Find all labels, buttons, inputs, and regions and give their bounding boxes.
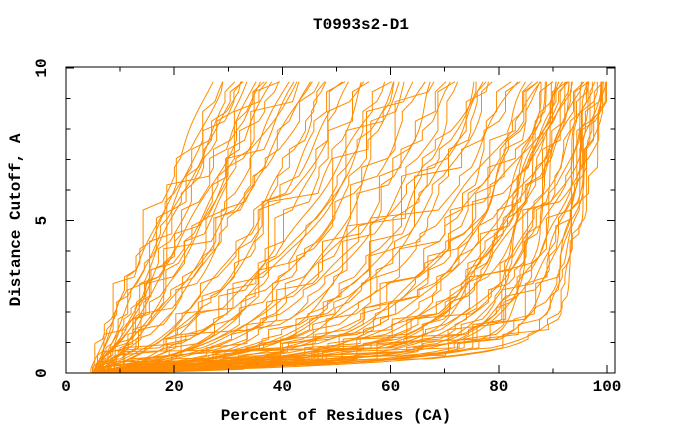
y-tick-label: 10 (33, 58, 51, 77)
model-curve (109, 81, 343, 373)
model-curve (98, 81, 493, 373)
model-curve (116, 81, 608, 373)
model-curve (101, 81, 370, 373)
x-tick-label: 60 (381, 378, 400, 396)
model-curve (119, 81, 395, 373)
model-curve (98, 81, 346, 373)
x-tick-label: 80 (489, 378, 508, 396)
model-curve (93, 81, 243, 373)
x-tick-label: 20 (165, 378, 184, 396)
model-curve (96, 81, 327, 373)
model-curve (111, 81, 606, 373)
model-curve (99, 81, 281, 373)
model-curve (103, 81, 519, 373)
model-curve (95, 81, 414, 373)
model-curve (91, 81, 244, 373)
y-tick-label: 5 (33, 216, 51, 226)
y-tick-label: 0 (33, 368, 51, 378)
x-tick-label: 0 (61, 378, 71, 396)
x-tick-label: 40 (273, 378, 292, 396)
model-curve (104, 81, 242, 373)
model-curve (109, 81, 585, 373)
model-curve (97, 81, 541, 373)
model-curve (92, 81, 280, 373)
model-curve (104, 81, 593, 373)
model-curve (102, 81, 265, 373)
model-curve (95, 81, 300, 373)
model-curve (101, 81, 312, 373)
y-axis-label: Distance Cutoff, A (7, 133, 25, 306)
model-curve (125, 81, 583, 373)
model-curve (95, 81, 224, 373)
model-curve (104, 81, 539, 373)
tick-labels-layer: 0 20 40 60 80 100 0 5 10 (33, 58, 621, 396)
model-curve (104, 81, 431, 373)
model-curve (108, 81, 487, 373)
model-curve (105, 81, 326, 373)
model-curve (123, 81, 475, 373)
chart-title: T0993s2-D1 (313, 16, 409, 34)
model-curve (90, 81, 236, 373)
model-curve (93, 81, 298, 373)
model-curve (95, 81, 447, 373)
model-curves-layer (90, 81, 608, 373)
x-axis-label: Percent of Residues (CA) (221, 407, 451, 425)
model-curve (101, 81, 607, 373)
model-curve (115, 81, 603, 373)
model-curve (106, 81, 405, 373)
model-curve (110, 81, 512, 373)
model-curve (101, 81, 489, 373)
model-curve (122, 81, 604, 373)
model-curve (100, 81, 451, 373)
model-curve (106, 81, 604, 373)
axes-layer (65, 66, 616, 374)
model-curve (107, 81, 521, 373)
model-curve (108, 81, 261, 373)
model-curve (116, 81, 554, 373)
model-curve (110, 81, 589, 373)
model-curve (103, 81, 602, 373)
x-tick-label: 100 (593, 378, 622, 396)
